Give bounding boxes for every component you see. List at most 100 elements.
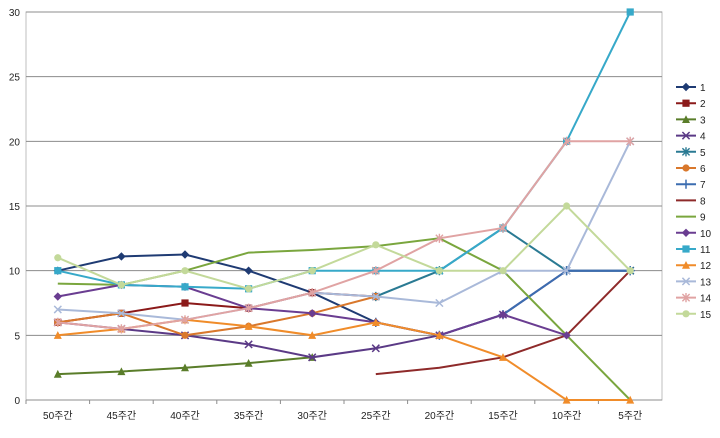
series-10-point	[308, 309, 317, 318]
legend-label-15: 15	[700, 310, 712, 321]
series-14-point	[498, 223, 508, 233]
series-13-point	[53, 305, 62, 314]
series-12-point	[308, 331, 317, 339]
x-tick-label: 50주간	[43, 410, 73, 422]
series-3-point	[117, 367, 126, 376]
series-3-point	[244, 358, 253, 367]
legend-label-7: 7	[700, 180, 706, 191]
series-15-point	[626, 267, 634, 275]
series-14-point	[53, 317, 62, 327]
series-3-point	[53, 369, 62, 378]
legend-label-10: 10	[700, 229, 712, 240]
x-tick-label: 25주간	[361, 410, 391, 422]
series-13-point	[562, 266, 571, 275]
legend-label-9: 9	[700, 213, 706, 224]
legend-marker-7	[681, 179, 691, 189]
legend-label-14: 14	[700, 294, 712, 305]
series-12-point	[499, 353, 507, 361]
legend-marker-5	[681, 147, 691, 157]
x-tick-label: 40주간	[170, 410, 200, 422]
y-tick-label: 20	[9, 137, 21, 148]
legend-marker-4	[681, 131, 691, 140]
legend-marker-14	[681, 293, 691, 303]
legend-label-4: 4	[700, 132, 706, 143]
legend-label-2: 2	[700, 99, 706, 110]
x-tick-label: 35주간	[234, 410, 264, 422]
series-14-point	[371, 266, 380, 276]
series-11-point	[54, 267, 62, 275]
series-15-point	[308, 267, 316, 275]
y-tick-label: 25	[9, 73, 21, 84]
y-tick-label: 0	[14, 396, 20, 407]
series-13-point	[117, 309, 126, 318]
series-10-point	[53, 292, 62, 301]
series-14-point	[117, 324, 126, 334]
series-15-point	[117, 281, 125, 289]
legend-marker-15	[682, 310, 690, 318]
series-14-point	[626, 136, 635, 146]
x-tick-label: 5주간	[618, 410, 642, 422]
x-tick-label: 30주간	[297, 410, 327, 422]
series-14-point	[180, 315, 190, 325]
series-12-point	[626, 395, 635, 404]
series-14-point	[244, 303, 253, 313]
series-13-point	[435, 298, 444, 308]
legend-label-1: 1	[700, 83, 706, 94]
y-tick-label: 15	[9, 202, 21, 213]
legend-label-5: 5	[700, 148, 706, 159]
legend-label-11: 11	[700, 245, 711, 256]
x-tick-label: 10주간	[552, 410, 582, 422]
series-line-15	[57, 204, 631, 290]
series-15-point	[181, 267, 189, 275]
series-1-point	[117, 252, 126, 261]
y-tick-label: 30	[9, 8, 21, 19]
legend-label-6: 6	[700, 164, 706, 175]
series-line-13	[57, 140, 632, 321]
series-12-point	[371, 318, 380, 326]
series-14-point	[435, 233, 444, 243]
legend-label-12: 12	[700, 261, 712, 272]
series-3-point	[181, 363, 189, 372]
series-15-point	[435, 267, 443, 275]
series-14-point	[562, 136, 571, 146]
legend-label-8: 8	[700, 196, 706, 207]
series-line-6	[57, 295, 377, 337]
legend-label-13: 13	[700, 277, 712, 288]
series-11-point	[181, 283, 189, 291]
legend-marker-11	[682, 245, 690, 253]
series-10-point	[498, 310, 508, 319]
x-tick-label: 20주간	[425, 410, 455, 422]
x-tick-label: 45주간	[107, 410, 137, 422]
legend-marker-3	[682, 115, 690, 123]
series-11-point	[626, 8, 634, 16]
series-1-point	[180, 250, 190, 259]
legend-marker-12	[682, 261, 690, 269]
legend-marker-1	[681, 82, 691, 92]
series-4-point	[371, 344, 380, 353]
series-13-point	[371, 292, 380, 301]
y-tick-label: 5	[14, 331, 20, 342]
series-15-point	[499, 267, 507, 275]
series-15-point	[245, 285, 253, 293]
y-tick-label: 10	[9, 267, 21, 278]
series-12-point	[435, 331, 444, 339]
series-15-point	[54, 254, 62, 262]
series-12-point	[562, 395, 571, 404]
series-line-14	[57, 140, 631, 330]
series-4-point	[308, 353, 317, 362]
series-2-point	[181, 299, 189, 307]
series-10-point	[562, 331, 571, 340]
legend-marker-10	[681, 228, 691, 237]
series-15-point	[563, 202, 571, 210]
series-14-point	[308, 288, 317, 298]
legend-marker-13	[681, 277, 691, 286]
legend-marker-2	[682, 99, 690, 107]
series-1-point	[244, 266, 253, 275]
series-6-point	[181, 331, 189, 339]
series-15-point	[372, 241, 380, 249]
x-tick-label: 15주간	[488, 410, 518, 422]
legend-marker-6	[682, 164, 690, 172]
series-12-point	[244, 322, 253, 330]
